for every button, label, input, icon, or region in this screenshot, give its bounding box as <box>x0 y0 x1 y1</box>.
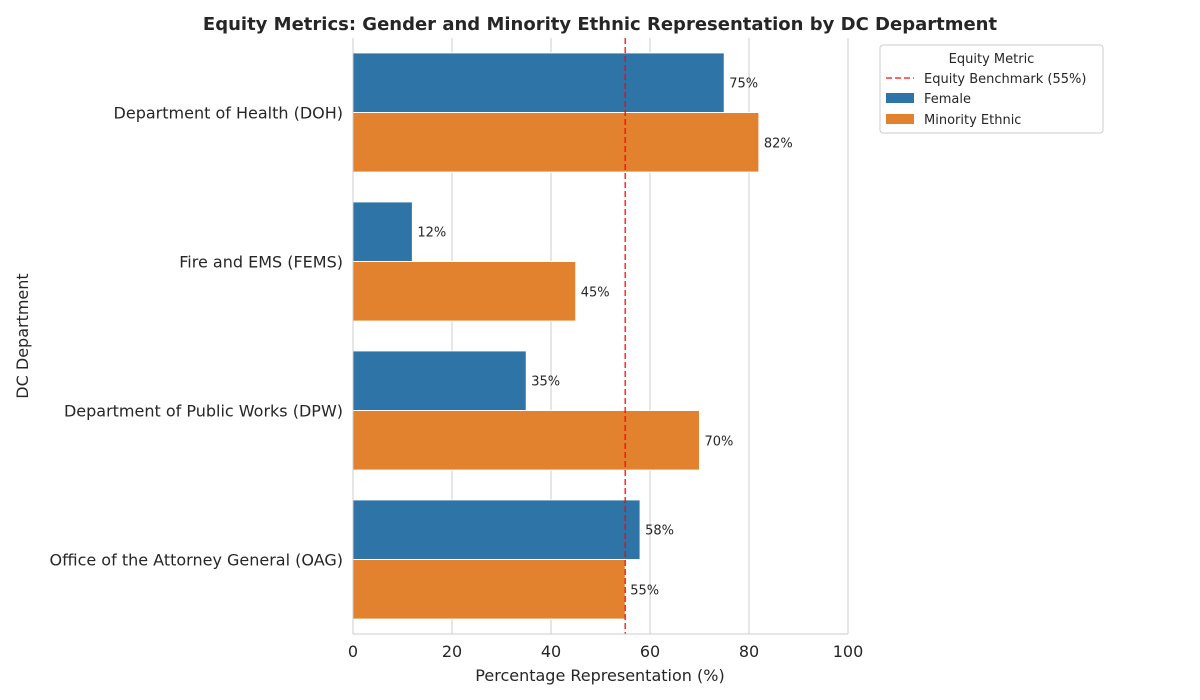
axes: Department of Health (DOH) Fire and EMS (… <box>50 38 864 661</box>
y-tick-label: Department of Public Works (DPW) <box>64 402 343 421</box>
x-tick-label: 20 <box>442 642 462 661</box>
legend-box <box>879 44 1104 134</box>
bar <box>352 112 760 173</box>
x-tick-label: 0 <box>348 642 358 661</box>
data-label: 35% <box>531 375 560 390</box>
x-tick-label: 100 <box>833 642 864 661</box>
data-label: 75% <box>729 77 758 92</box>
bar <box>352 261 577 322</box>
bars <box>352 52 760 620</box>
legend-swatch <box>886 114 914 124</box>
bar <box>352 559 626 620</box>
legend: Equity Metric Equity Benchmark (55%) Femal… <box>879 44 1104 134</box>
y-tick-label: Department of Health (DOH) <box>114 104 343 123</box>
data-label: 70% <box>705 434 734 449</box>
bar <box>352 52 725 113</box>
data-label: 82% <box>764 136 793 151</box>
data-label: 58% <box>645 524 674 539</box>
bar <box>352 499 641 560</box>
bar <box>352 410 700 471</box>
x-axis-label: Percentage Representation (%) <box>475 666 724 685</box>
bar <box>352 350 527 411</box>
data-label: 12% <box>417 226 446 241</box>
x-tick-label: 80 <box>739 642 759 661</box>
chart-title: Equity Metrics: Gender and Minority Ethn… <box>203 14 998 35</box>
legend-title: Equity Metric <box>949 52 1035 67</box>
x-tick-label: 60 <box>640 642 660 661</box>
y-tick-label: Fire and EMS (FEMS) <box>179 253 343 272</box>
x-tick-label: 40 <box>541 642 561 661</box>
y-tick-label: Office of the Attorney General (OAG) <box>50 551 343 570</box>
data-label: 45% <box>581 285 610 300</box>
legend-label-benchmark: Equity Benchmark (55%) <box>924 72 1086 87</box>
legend-swatch <box>886 93 914 103</box>
y-axis-label: DC Department <box>13 273 32 398</box>
data-label: 55% <box>630 583 659 598</box>
data-labels: 75% 82% 12% 45% 35% 70% 58% 55% <box>417 77 792 599</box>
bar <box>352 201 413 262</box>
legend-label: Minority Ethnic <box>924 113 1021 128</box>
legend-label: Female <box>924 92 971 107</box>
